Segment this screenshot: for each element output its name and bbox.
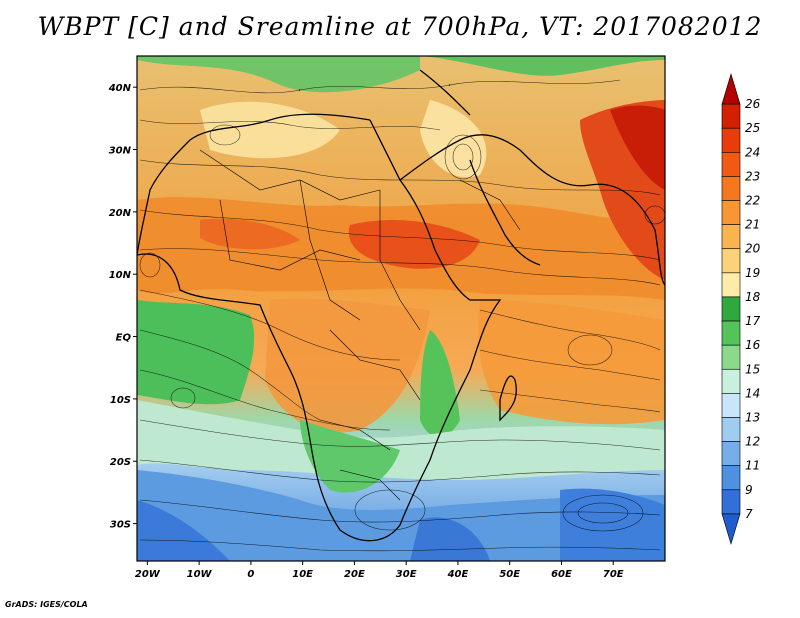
colorbar-label: 22 bbox=[745, 194, 760, 208]
colorbar-label: 7 bbox=[745, 507, 753, 521]
lon-tick-label: 10W bbox=[187, 569, 213, 580]
colorbar-label: 21 bbox=[745, 218, 760, 232]
colorbar-label: 23 bbox=[745, 169, 760, 183]
colorbar-swatch bbox=[721, 344, 741, 370]
colorbar-label: 20 bbox=[745, 242, 761, 256]
lat-tick-label: 20N bbox=[109, 208, 132, 219]
lon-tick-label: 40E bbox=[447, 569, 469, 580]
colorbar-label: 24 bbox=[745, 145, 760, 159]
lon-tick-label: 30E bbox=[396, 569, 417, 580]
colorbar-label: 17 bbox=[745, 314, 761, 328]
coastlines bbox=[137, 69, 665, 542]
colorbar-swatch bbox=[721, 465, 741, 491]
country-borders bbox=[199, 149, 521, 501]
lat-tick-label: 40N bbox=[108, 83, 132, 94]
lon-tick-label: 10E bbox=[292, 569, 313, 580]
colorbar-swatch bbox=[721, 127, 741, 153]
colorbar-swatch bbox=[721, 513, 741, 546]
longitude-axis: 20W 10W 0 10E 20E 30E 40E 50E 60E 70E bbox=[135, 561, 624, 580]
colorbar-swatch bbox=[721, 368, 741, 394]
latitude-axis: 40N 30N 20N 10N EQ 10S 20S 30S bbox=[108, 83, 137, 531]
map-title: WBPT [C] and Sreamline at 700hPa, VT: 20… bbox=[37, 12, 763, 41]
colorbar-swatch bbox=[721, 489, 741, 515]
colorbar-label: 19 bbox=[745, 266, 760, 280]
colorbar-label: 15 bbox=[745, 362, 760, 376]
lon-tick-label: 50E bbox=[499, 569, 520, 580]
colorbar-label: 16 bbox=[745, 338, 761, 352]
colorbar-swatch bbox=[721, 72, 741, 105]
colorbar-label: 26 bbox=[745, 97, 761, 111]
streamlines bbox=[139, 79, 665, 552]
colorbar-swatch bbox=[721, 103, 741, 129]
lon-tick-label: 20W bbox=[135, 569, 161, 580]
lon-tick-label: 60E bbox=[551, 569, 572, 580]
lat-tick-label: 10N bbox=[109, 270, 132, 281]
colorbar-label: 9 bbox=[745, 483, 753, 497]
colorbar-swatch bbox=[721, 272, 741, 298]
lat-tick-label: 10S bbox=[110, 395, 131, 406]
colorbar-label: 12 bbox=[745, 435, 760, 449]
colorbar-swatch bbox=[721, 296, 741, 322]
lat-tick-label: 30N bbox=[109, 146, 132, 157]
colorbar-swatch bbox=[721, 417, 741, 442]
colorbar-label: 13 bbox=[745, 410, 760, 424]
lat-tick-label: 30S bbox=[110, 520, 131, 531]
colorbar-label: 25 bbox=[745, 121, 760, 135]
plot-frame bbox=[136, 55, 666, 562]
colorbar-swatch bbox=[721, 200, 741, 225]
lat-tick-label: EQ bbox=[116, 333, 132, 344]
lon-tick-label: 0 bbox=[247, 569, 254, 580]
lat-tick-label: 20S bbox=[110, 457, 131, 468]
colorbar-label: 14 bbox=[745, 386, 760, 400]
lon-tick-label: 70E bbox=[603, 569, 624, 580]
lon-tick-label: 20E bbox=[344, 569, 365, 580]
colorbar-label: 11 bbox=[745, 459, 760, 473]
colorbar-swatch bbox=[721, 320, 741, 346]
colorbar: 26 25 24 23 22 21 20 19 18 17 16 15 14 13 12 11 9 7 bbox=[721, 72, 761, 546]
colorbar-swatch bbox=[721, 441, 741, 466]
credit-text: GrADS: IGES/COLA bbox=[5, 600, 88, 609]
colorbar-label: 18 bbox=[745, 290, 761, 304]
colorbar-swatch bbox=[721, 224, 741, 250]
colorbar-swatch bbox=[721, 393, 741, 418]
colorbar-swatch bbox=[721, 152, 741, 177]
colorbar-swatch bbox=[721, 248, 741, 274]
wbpt-field bbox=[137, 56, 665, 561]
colorbar-swatch bbox=[721, 176, 741, 201]
